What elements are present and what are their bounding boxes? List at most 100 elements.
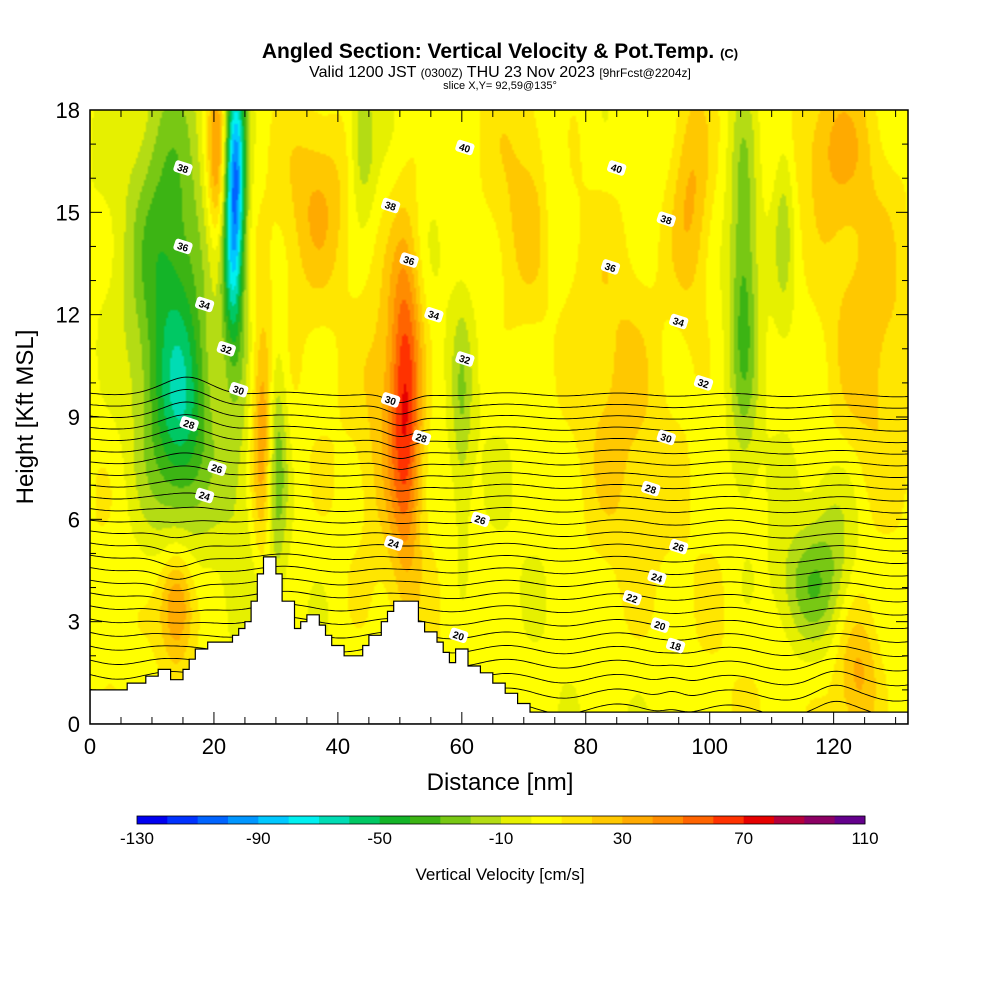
theta-label-text: 34 xyxy=(671,316,685,330)
theta-label: 26 xyxy=(470,511,491,528)
theta-contour-25 xyxy=(90,578,908,592)
theta-label-text: 30 xyxy=(659,432,673,446)
theta-label-text: 38 xyxy=(659,214,673,228)
theta-label-text: 32 xyxy=(457,353,471,367)
theta-label: 30 xyxy=(380,392,401,408)
theta-label-box xyxy=(173,238,193,255)
theta-label-text: 20 xyxy=(653,620,667,634)
theta-label-box xyxy=(669,538,689,555)
theta-label-box xyxy=(207,460,227,476)
colorbar-frame xyxy=(136,815,866,825)
theta-label-text: 36 xyxy=(402,255,416,269)
colorbar-tick-label: 110 xyxy=(851,829,878,848)
theta-label-text: 36 xyxy=(176,241,190,255)
theta-label-box xyxy=(693,375,714,391)
theta-label-box xyxy=(229,381,249,398)
theta-label-text: 34 xyxy=(197,299,211,313)
theta-contour-30 xyxy=(90,518,908,528)
x-tick-label: 100 xyxy=(691,734,728,759)
x-tick-label: 60 xyxy=(450,734,474,759)
theta-contour-27 xyxy=(90,553,908,568)
theta-label-box xyxy=(641,480,661,497)
colorbar-title: Vertical Velocity [cm/s] xyxy=(415,865,584,884)
theta-label: 40 xyxy=(607,160,627,177)
colorbar-tick-label: -50 xyxy=(367,829,392,848)
x-tick-label: 40 xyxy=(326,734,350,759)
theta-contour-38 xyxy=(90,414,908,437)
theta-contour-34 xyxy=(90,465,908,481)
colorbar-swatch xyxy=(197,816,229,824)
y-tick-label: 6 xyxy=(68,507,80,532)
theta-label: 40 xyxy=(455,139,475,156)
theta-label: 24 xyxy=(384,535,404,552)
theta-label: 34 xyxy=(194,296,215,313)
theta-label-text: 24 xyxy=(197,490,211,504)
theta-label: 22 xyxy=(622,590,642,606)
theta-contour-28 xyxy=(90,541,908,554)
colorbar-swatch xyxy=(349,816,381,824)
theta-contour-35 xyxy=(90,452,908,470)
theta-label-text: 38 xyxy=(383,200,397,214)
theta-label-text: 28 xyxy=(414,432,428,446)
colorbar-swatch xyxy=(652,816,684,824)
theta-label-box xyxy=(647,569,667,586)
y-tick-label: 12 xyxy=(56,303,80,328)
theta-label-box xyxy=(216,341,236,357)
colorbar-swatch xyxy=(834,816,866,824)
theta-label: 36 xyxy=(600,259,621,275)
theta-label-box xyxy=(399,252,419,268)
chart-subtitle: Valid 1200 JST (0300Z) THU 23 Nov 2023 [… xyxy=(309,64,691,81)
theta-label: 34 xyxy=(424,306,444,323)
theta-label: 26 xyxy=(207,460,227,477)
theta-label-box xyxy=(424,306,444,323)
theta-label: 28 xyxy=(179,416,199,432)
theta-label: 30 xyxy=(656,429,676,446)
theta-label-box xyxy=(665,637,686,654)
colorbar-tick-label: -90 xyxy=(246,829,271,848)
colorbar-swatch xyxy=(137,816,168,824)
colorbar-tick-label: 30 xyxy=(613,829,632,848)
theta-label: 24 xyxy=(194,487,215,504)
theta-contour-39 xyxy=(90,401,908,426)
y-tick-label: 18 xyxy=(56,98,80,123)
theta-label-box xyxy=(194,296,215,313)
theta-contour-24 xyxy=(90,590,908,603)
x-tick-label: 20 xyxy=(202,734,226,759)
theta-label: 34 xyxy=(669,313,689,330)
theta-label: 18 xyxy=(665,637,686,654)
theta-label-box xyxy=(380,197,401,214)
theta-label-box xyxy=(622,590,642,606)
colorbar-swatch xyxy=(410,816,441,824)
colorbar-swatch xyxy=(683,816,714,824)
chart-title: Angled Section: Vertical Velocity & Pot.… xyxy=(262,40,738,63)
theta-label: 24 xyxy=(647,569,667,586)
theta-label: 38 xyxy=(656,211,676,228)
theta-label-box xyxy=(455,139,475,156)
theta-label-text: 26 xyxy=(210,463,224,477)
colorbar-swatch xyxy=(561,816,593,824)
colorbar-tick-label: 70 xyxy=(734,829,753,848)
theta-contour-32 xyxy=(90,492,908,503)
theta-label-box xyxy=(656,429,676,446)
colorbar-swatch xyxy=(288,816,320,824)
theta-label: 32 xyxy=(693,375,714,391)
theta-label-box xyxy=(173,160,193,176)
theta-label-box xyxy=(411,429,432,446)
theta-label-text: 28 xyxy=(643,483,657,497)
colorbar-swatch xyxy=(379,816,411,824)
theta-label: 26 xyxy=(669,538,689,555)
y-tick-label: 9 xyxy=(68,405,80,430)
theta-label-text: 32 xyxy=(696,377,710,391)
theta-label: 32 xyxy=(216,341,236,357)
theta-label-text: 28 xyxy=(182,418,196,432)
y-tick-label: 0 xyxy=(68,712,80,737)
theta-label: 32 xyxy=(455,351,475,368)
colorbar-swatch xyxy=(319,816,350,824)
y-tick-label: 15 xyxy=(56,200,80,225)
theta-label: 36 xyxy=(399,252,419,269)
colorbar-swatch xyxy=(622,816,654,824)
colorbar-swatch xyxy=(258,816,290,824)
colorbar-swatch xyxy=(531,816,563,824)
colorbar-swatch xyxy=(713,816,745,824)
theta-label: 30 xyxy=(229,381,249,398)
